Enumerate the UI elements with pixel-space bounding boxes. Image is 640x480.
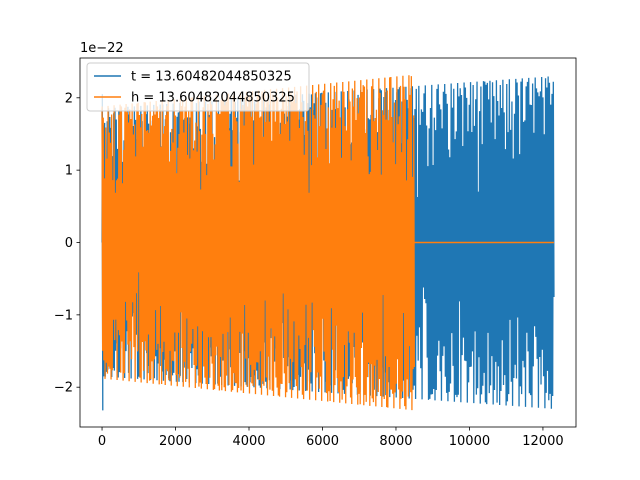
y-axis: −2 −1 0 1 2 <box>54 91 80 396</box>
y-tick-label: 2 <box>65 91 73 106</box>
x-axis: 0 2000 4000 6000 8000 10000 12000 <box>98 427 564 449</box>
y-offset-label: 1e−22 <box>80 41 124 56</box>
x-tick-label: 0 <box>98 434 106 449</box>
y-tick-label: 1 <box>65 164 73 179</box>
x-tick-label: 6000 <box>306 434 339 449</box>
series-line-h <box>101 75 415 411</box>
y-tick-label: −1 <box>54 308 73 323</box>
legend-entry-label: t = 13.60482044850325 <box>131 70 292 85</box>
x-tick-label: 12000 <box>522 434 563 449</box>
y-tick-label: 0 <box>65 236 73 251</box>
x-tick-label: 2000 <box>159 434 192 449</box>
legend: t = 13.60482044850325 h = 13.604820448503… <box>86 62 310 112</box>
y-tick-label: −2 <box>54 381 73 396</box>
x-tick-label: 8000 <box>379 434 412 449</box>
x-tick-label: 10000 <box>449 434 490 449</box>
plot-area <box>101 75 555 411</box>
x-tick-label: 4000 <box>232 434 265 449</box>
legend-box <box>86 62 310 112</box>
legend-entry-label: h = 13.60482044850325 <box>131 91 295 106</box>
